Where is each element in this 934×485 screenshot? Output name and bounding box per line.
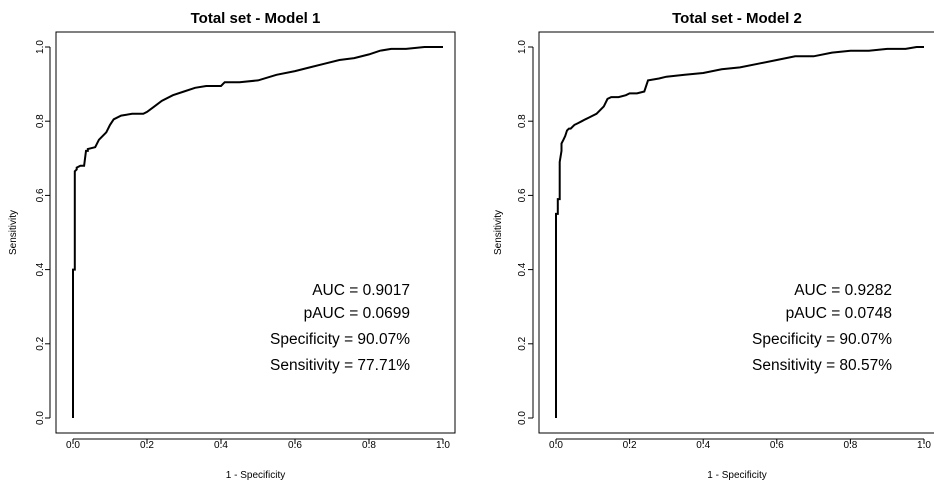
chart-1-x-tick-label: 0.2	[140, 440, 154, 451]
chart-1-x-axis-label: 1 - Specificity	[226, 470, 285, 481]
chart-1-y-tick-label: 0.2	[35, 336, 46, 350]
chart-2-annotation: pAUC = 0.0748	[786, 305, 892, 322]
chart-2-x-tick-label: 1.0	[917, 440, 931, 451]
chart-2-y-tick-label: 0.2	[517, 336, 528, 350]
chart-2-annotation: AUC = 0.9282	[794, 282, 892, 299]
chart-2-y-tick-label: 0.6	[517, 188, 528, 202]
chart-2-x-tick-label: 0.8	[843, 440, 857, 451]
chart-1-annotation: Sensitivity = 77.71%	[270, 357, 410, 374]
chart-1-y-axis-label: Sensitivity	[8, 210, 19, 255]
chart-1-annotation: pAUC = 0.0699	[304, 305, 410, 322]
chart-1-y-tick-label: 0.8	[35, 114, 46, 128]
chart-1-x-tick-label: 0.6	[288, 440, 302, 451]
chart-2-x-tick-label: 0.0	[549, 440, 563, 451]
chart-2-y-axis-label: Sensitivity	[493, 210, 504, 255]
chart-1-roc-curve	[72, 46, 443, 418]
chart-2-y-tick-label: 0.4	[517, 262, 528, 276]
chart-2-annotation: Specificity = 90.07%	[752, 331, 892, 348]
chart-2-annotation: Sensitivity = 80.57%	[752, 357, 892, 374]
chart-1-y-tick-label: 0.4	[35, 262, 46, 276]
chart-2-y-tick-label: 1.0	[517, 40, 528, 54]
chart-1-y-tick-label: 1.0	[35, 40, 46, 54]
chart-1-plot-frame	[55, 31, 456, 434]
chart-2-plot-frame	[538, 31, 934, 434]
chart-2-title: Total set - Model 2	[672, 10, 802, 27]
chart-2-x-tick-label: 0.6	[770, 440, 784, 451]
chart-2-x-tick-label: 0.2	[623, 440, 637, 451]
chart-1-x-tick-label: 1.0	[436, 440, 450, 451]
chart-1-title: Total set - Model 1	[191, 10, 321, 27]
chart-1-x-tick-label: 0.8	[362, 440, 376, 451]
chart-1-y-tick-label: 0.0	[35, 411, 46, 425]
chart-2-y-tick-label: 0.8	[517, 114, 528, 128]
chart-1-y-tick-label: 0.6	[35, 188, 46, 202]
chart-2-x-axis-label: 1 - Specificity	[707, 470, 766, 481]
chart-1-annotation: Specificity = 90.07%	[270, 331, 410, 348]
chart-2-roc-curve	[555, 46, 924, 418]
chart-2-x-tick-label: 0.4	[696, 440, 710, 451]
chart-1-x-tick-label: 0.0	[66, 440, 80, 451]
chart-1-annotation: AUC = 0.9017	[312, 282, 410, 299]
chart-1-x-tick-label: 0.4	[214, 440, 228, 451]
chart-2-y-tick-label: 0.0	[517, 411, 528, 425]
